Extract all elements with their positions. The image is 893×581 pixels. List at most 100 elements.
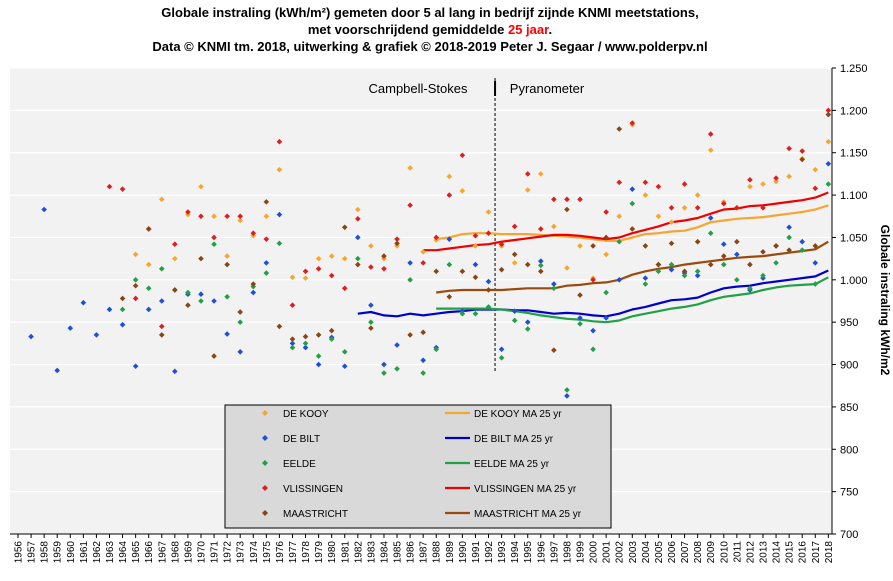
data-point-maastricht xyxy=(472,274,479,281)
data-point-de-kooy xyxy=(773,178,779,185)
data-point-de-bilt xyxy=(420,357,426,364)
x-tick-label: 1958 xyxy=(40,541,51,564)
data-point-vlissingen xyxy=(812,185,819,192)
data-point-eelde xyxy=(315,353,322,359)
x-tick-label: 2018 xyxy=(824,541,835,564)
data-point-de-kooy xyxy=(407,165,413,171)
x-tick-label: 1990 xyxy=(458,541,469,564)
data-point-de-kooy xyxy=(747,183,753,190)
data-point-eelde xyxy=(211,241,217,248)
data-point-eelde xyxy=(681,272,688,279)
data-point-de-kooy xyxy=(132,251,139,258)
data-point-de-kooy xyxy=(289,274,296,281)
data-point-vlissingen xyxy=(328,272,335,279)
data-point-maastricht xyxy=(786,247,792,253)
data-point-vlissingen xyxy=(132,295,139,302)
x-tick-label: 1981 xyxy=(340,541,351,564)
data-point-de-bilt xyxy=(407,260,413,266)
data-point-de-kooy xyxy=(812,166,819,173)
data-point-eelde xyxy=(119,306,126,313)
x-tick-label: 2007 xyxy=(680,541,691,564)
data-point-de-bilt xyxy=(302,344,309,351)
x-tick-label: 1967 xyxy=(157,541,168,564)
data-point-maastricht xyxy=(681,268,688,275)
data-point-maastricht xyxy=(825,111,832,118)
data-point-de-bilt xyxy=(315,361,322,368)
data-point-maastricht xyxy=(799,156,805,163)
x-tick-label: 2003 xyxy=(628,541,639,564)
data-point-de-bilt xyxy=(28,333,34,340)
legend-label: VLISSINGEN xyxy=(283,484,343,495)
data-point-de-bilt xyxy=(341,363,348,370)
data-point-maastricht xyxy=(668,240,675,247)
data-point-de-kooy xyxy=(760,181,766,187)
data-point-maastricht xyxy=(629,226,636,232)
data-point-maastricht xyxy=(524,261,531,268)
x-tick-label: 1999 xyxy=(576,541,587,564)
data-point-eelde xyxy=(825,181,832,187)
data-point-vlissingen xyxy=(289,302,296,309)
data-point-de-kooy xyxy=(538,171,544,177)
data-point-de-bilt xyxy=(237,349,243,355)
y-tick-label: 800 xyxy=(840,444,858,456)
data-point-de-bilt xyxy=(368,302,374,309)
data-point-eelde xyxy=(668,261,675,268)
x-tick-label: 1957 xyxy=(27,541,38,564)
legend-label: DE KOOY MA 25 yr xyxy=(474,409,562,420)
data-point-vlissingen xyxy=(250,230,257,237)
data-point-eelde xyxy=(394,365,400,372)
data-point-eelde xyxy=(276,240,283,247)
data-point-de-kooy xyxy=(642,192,649,198)
x-tick-label: 1989 xyxy=(445,541,456,564)
data-point-maastricht xyxy=(551,347,557,353)
data-point-vlissingen xyxy=(355,216,361,222)
x-tick-label: 1961 xyxy=(79,541,90,564)
x-tick-label: 1994 xyxy=(510,541,521,564)
series-line-eelde-ma-25-yr xyxy=(436,276,829,324)
data-point-maastricht xyxy=(433,268,440,275)
legend-marker-eelde xyxy=(262,460,268,466)
data-point-eelde xyxy=(263,270,270,276)
data-point-maastricht xyxy=(224,261,230,268)
series-line-vlissingen-ma-25-yr xyxy=(423,191,829,252)
data-point-maastricht xyxy=(185,302,191,309)
data-point-vlissingen xyxy=(368,264,374,270)
data-point-eelde xyxy=(694,268,701,275)
data-point-eelde xyxy=(564,387,570,393)
data-point-de-bilt xyxy=(41,206,47,213)
data-point-maastricht xyxy=(498,266,505,273)
data-point-vlissingen xyxy=(211,234,217,241)
data-point-de-kooy xyxy=(786,173,792,180)
data-point-maastricht xyxy=(211,353,217,359)
data-point-vlissingen xyxy=(720,200,727,207)
data-point-vlissingen xyxy=(185,209,191,215)
data-point-maastricht xyxy=(538,268,544,275)
data-point-de-kooy xyxy=(707,147,714,153)
data-point-maastricht xyxy=(276,323,283,330)
chart-title-line-1: Globale instraling (kWh/m²) gemeten door… xyxy=(161,5,698,20)
data-point-de-kooy xyxy=(237,217,243,224)
y-tick-label: 1.150 xyxy=(840,148,868,160)
x-tick-label: 1975 xyxy=(262,541,273,564)
data-point-eelde xyxy=(498,354,505,361)
data-point-eelde xyxy=(198,298,204,304)
data-point-eelde xyxy=(812,281,819,287)
x-tick-label: 1980 xyxy=(327,541,338,564)
data-point-eelde xyxy=(381,370,387,376)
x-tick-label: 1984 xyxy=(379,541,390,564)
data-point-eelde xyxy=(538,262,544,269)
legend-box xyxy=(224,404,612,529)
data-point-de-bilt xyxy=(355,234,361,241)
x-tick-label: 1960 xyxy=(66,541,77,564)
chart-title-line-2: met voorschrijdend gemiddelde 25 jaar. xyxy=(308,22,552,37)
data-point-maastricht xyxy=(355,261,361,268)
data-point-maastricht xyxy=(172,287,178,293)
y-tick-label: 1.100 xyxy=(840,190,868,202)
data-point-maastricht xyxy=(158,332,165,338)
data-point-eelde xyxy=(420,370,426,376)
title-line-2-prefix: met voorschrijdend gemiddelde xyxy=(308,22,508,37)
data-point-eelde xyxy=(655,268,662,275)
data-point-de-kooy xyxy=(368,243,374,249)
data-point-de-bilt xyxy=(263,260,270,266)
data-point-de-bilt xyxy=(276,211,283,218)
